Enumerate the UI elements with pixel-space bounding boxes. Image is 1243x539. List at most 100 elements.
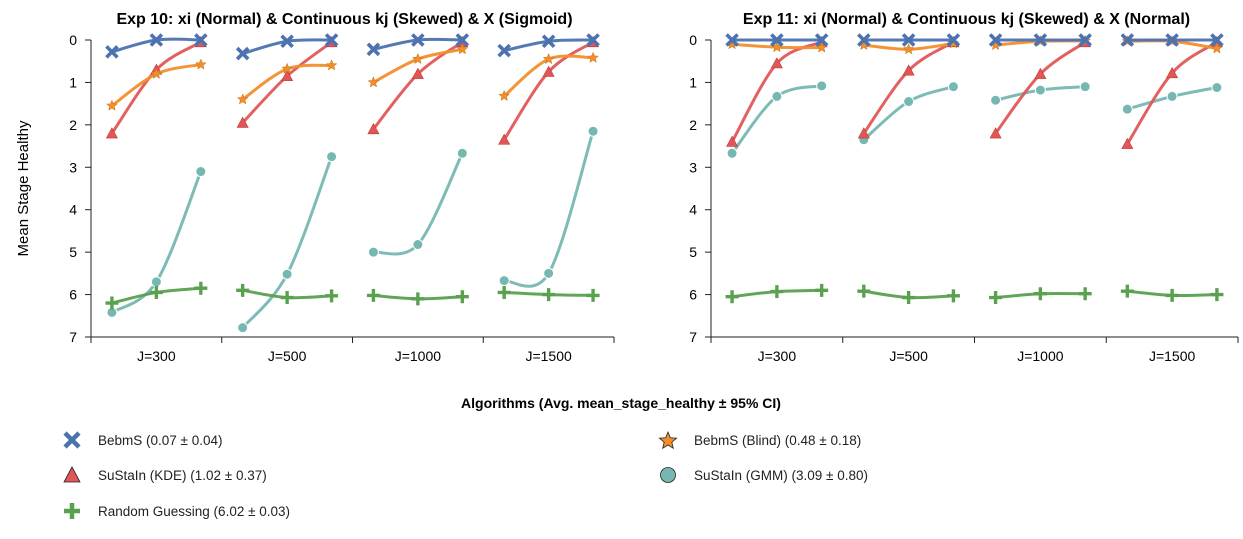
x-tick-label: J=500 xyxy=(889,348,928,364)
series-sustain_gmm xyxy=(106,125,599,334)
point-bebms xyxy=(541,34,556,49)
point-bebms xyxy=(1165,33,1179,47)
y-tick-label: 1 xyxy=(689,74,697,90)
y-tick-label: 4 xyxy=(69,202,77,218)
series-line-sustain_kde xyxy=(110,40,203,135)
point-sustain_gmm xyxy=(195,166,207,178)
point-bebms_blind xyxy=(236,93,249,105)
point-sustain_kde xyxy=(367,122,380,135)
point-bebms_blind xyxy=(542,52,555,65)
point-sustain_gmm xyxy=(412,239,424,251)
point-random xyxy=(1078,287,1092,301)
point-sustain_gmm xyxy=(150,276,162,288)
point-bebms xyxy=(105,45,119,59)
series-bebms xyxy=(725,33,1224,47)
panels: Exp 10: xi (Normal) & Continuous kj (Ske… xyxy=(15,11,1239,364)
point-sustain_gmm xyxy=(1121,103,1133,115)
point-sustain_gmm xyxy=(587,125,599,137)
point-bebms xyxy=(1033,33,1048,47)
point-sustain_gmm xyxy=(367,246,379,258)
point-bebms xyxy=(814,33,829,47)
point-random xyxy=(236,283,250,297)
point-sustain_kde xyxy=(236,116,249,128)
point-sustain_gmm xyxy=(726,147,738,159)
series-line-sustain_kde xyxy=(862,40,955,135)
point-sustain_gmm xyxy=(1079,81,1091,93)
chart-panel-1: Exp 10: xi (Normal) & Continuous kj (Ske… xyxy=(15,11,615,364)
point-random xyxy=(770,285,784,299)
point-bebms xyxy=(901,33,916,47)
series-line-sustain_kde xyxy=(241,40,334,125)
point-random xyxy=(586,288,600,302)
point-bebms_blind xyxy=(456,43,469,55)
chart-title: Exp 11: xi (Normal) & Continuous kj (Ske… xyxy=(743,11,1190,28)
point-sustain_kde xyxy=(857,127,870,139)
shared-x-axis-label: Algorithms (Avg. mean_stage_healthy ± 95… xyxy=(461,395,781,411)
point-sustain_gmm xyxy=(903,96,915,108)
point-bebms xyxy=(411,33,425,47)
series-bebms_blind xyxy=(726,34,1223,55)
point-sustain_kde xyxy=(902,64,915,76)
y-tick-label: 2 xyxy=(69,117,77,133)
y-tick-label: 3 xyxy=(689,159,697,175)
point-bebms xyxy=(497,43,511,58)
point-random xyxy=(542,288,556,302)
x-tick-label: J=1000 xyxy=(395,348,442,364)
y-tick-label: 6 xyxy=(69,287,77,303)
point-sustain_gmm xyxy=(281,268,293,280)
point-random xyxy=(1165,288,1179,302)
y-tick-label: 0 xyxy=(689,32,697,48)
point-sustain_gmm xyxy=(498,275,510,287)
point-random xyxy=(280,291,294,305)
series-bebms_blind xyxy=(106,43,599,111)
point-bebms xyxy=(455,33,470,47)
point-bebms xyxy=(770,33,784,47)
point-sustain_kde xyxy=(542,65,555,77)
point-bebms xyxy=(857,33,871,47)
point-sustain_gmm xyxy=(816,80,828,92)
point-sustain_gmm xyxy=(990,94,1002,106)
x-tick-label: J=1000 xyxy=(1017,348,1064,364)
chart-title: Exp 10: xi (Normal) & Continuous kj (Ske… xyxy=(116,11,572,28)
point-sustain_gmm xyxy=(947,81,959,93)
series-random xyxy=(725,283,1224,305)
point-bebms xyxy=(324,33,339,47)
point-bebms_blind xyxy=(367,76,380,88)
series-sustain_kde xyxy=(726,35,1223,149)
point-bebms xyxy=(1120,33,1135,47)
point-bebms_blind xyxy=(106,99,118,111)
chart-panel-2: Exp 11: xi (Normal) & Continuous kj (Ske… xyxy=(689,11,1239,364)
point-sustain_gmm xyxy=(456,147,468,159)
y-tick-label: 6 xyxy=(689,287,697,303)
x-tick-label: J=300 xyxy=(137,348,176,364)
point-sustain_kde xyxy=(1121,137,1134,149)
point-bebms xyxy=(946,33,961,47)
point-random xyxy=(194,281,208,295)
point-bebms xyxy=(1078,33,1092,47)
series-line-sustain_gmm xyxy=(502,129,595,288)
point-random xyxy=(105,296,119,310)
point-sustain_gmm xyxy=(1166,90,1178,102)
point-bebms_blind xyxy=(587,51,599,63)
point-bebms xyxy=(725,33,739,47)
point-sustain_kde xyxy=(411,67,424,79)
point-random xyxy=(725,290,739,304)
y-tick-label: 7 xyxy=(69,329,77,345)
series-sustain_gmm xyxy=(726,80,1223,159)
x-tick-label: J=300 xyxy=(758,348,797,364)
point-random xyxy=(857,284,871,298)
point-sustain_gmm xyxy=(237,322,249,334)
point-random xyxy=(1210,288,1224,302)
point-bebms_blind xyxy=(1211,42,1223,54)
point-random xyxy=(946,289,960,303)
point-bebms_blind xyxy=(281,62,294,74)
point-bebms xyxy=(149,33,164,47)
point-bebms xyxy=(194,33,208,47)
point-random xyxy=(989,291,1003,305)
x-tick-label: J=1500 xyxy=(1149,348,1196,364)
point-sustain_kde xyxy=(498,133,511,145)
point-random xyxy=(455,290,469,304)
point-sustain_kde xyxy=(989,127,1002,139)
point-sustain_kde xyxy=(726,135,739,147)
point-sustain_kde xyxy=(1034,67,1047,79)
